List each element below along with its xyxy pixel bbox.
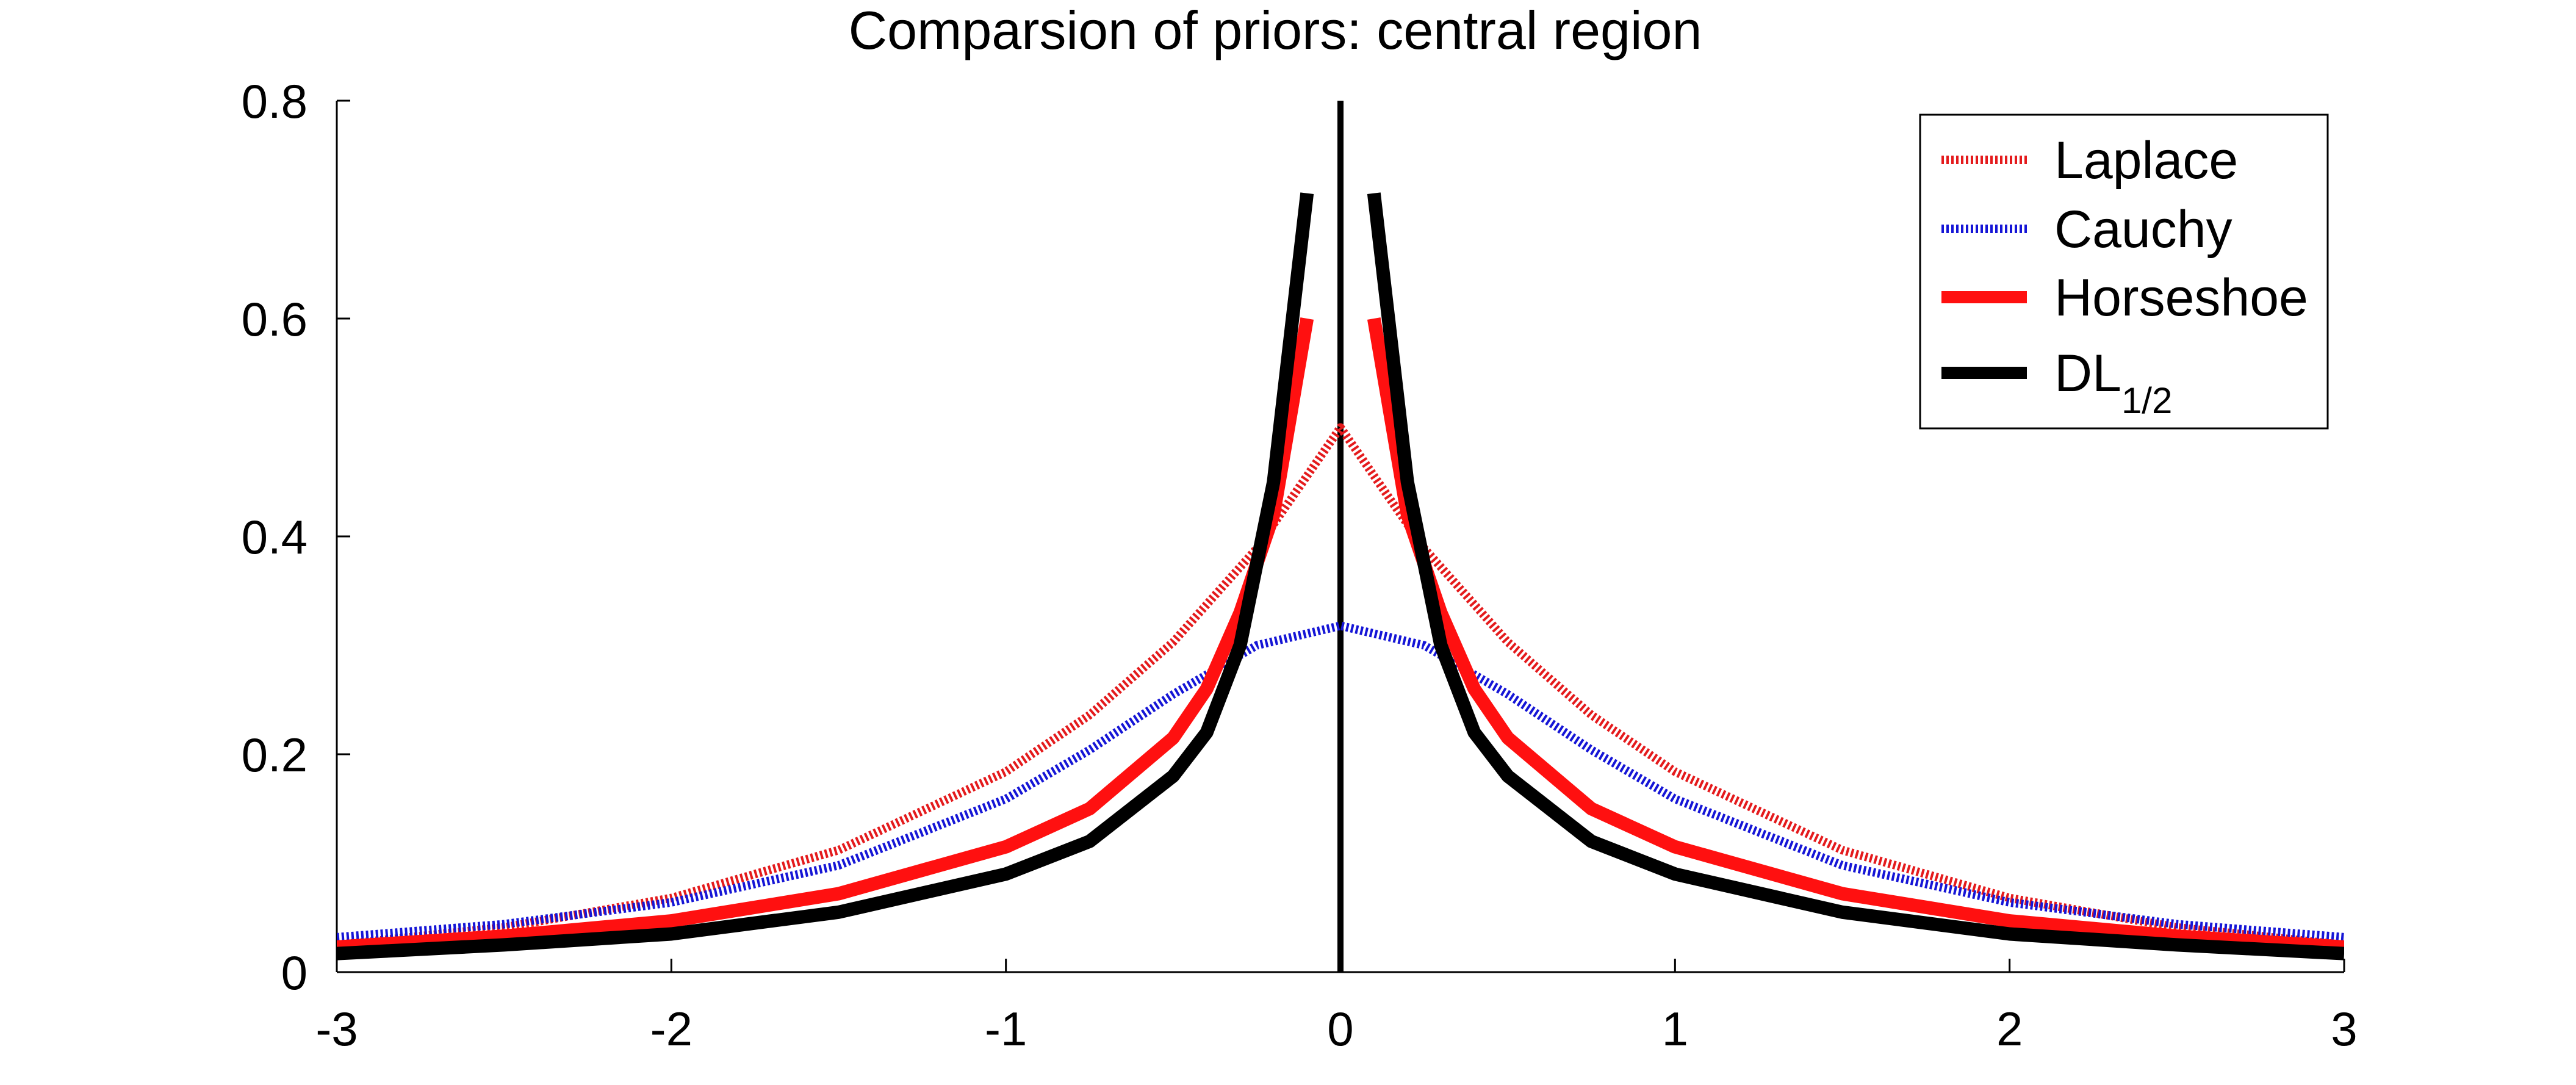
y-tick-label: 0.2 <box>242 728 308 782</box>
series-line-cauchy <box>337 621 2344 942</box>
x-tick-label: -1 <box>985 1002 1027 1056</box>
y-tick-label: 0.4 <box>242 510 308 564</box>
y-tick-label: 0.8 <box>242 74 308 128</box>
series-line-dl-1-2 <box>1367 192 2344 961</box>
legend-label-horseshoe: Horseshoe <box>2054 269 2308 327</box>
x-tick-label: 0 <box>1327 1002 1353 1056</box>
x-tick-label: 3 <box>2331 1002 2357 1056</box>
legend-label-subscript: 1/2 <box>2121 380 2172 421</box>
series-line-dl-1-2 <box>337 192 1314 961</box>
x-tick-label: -2 <box>650 1002 693 1056</box>
ticks: -3 -2 -1 0 1 2 3 0 0.2 0.4 0.6 0.8 <box>242 74 2358 1056</box>
y-tick-label: 0.6 <box>242 292 308 346</box>
y-tick-label: 0 <box>281 946 308 1000</box>
legend-label-cauchy: Cauchy <box>2054 200 2232 259</box>
x-tick-label: 2 <box>1996 1002 2023 1056</box>
legend-label-laplace: Laplace <box>2054 131 2238 190</box>
series-group <box>337 192 2344 961</box>
x-tick-label: 1 <box>1662 1002 1688 1056</box>
x-tick-label: -3 <box>315 1002 358 1056</box>
chart-title: Comparsion of priors: central region <box>849 0 1702 60</box>
series-line-laplace <box>337 423 2344 950</box>
